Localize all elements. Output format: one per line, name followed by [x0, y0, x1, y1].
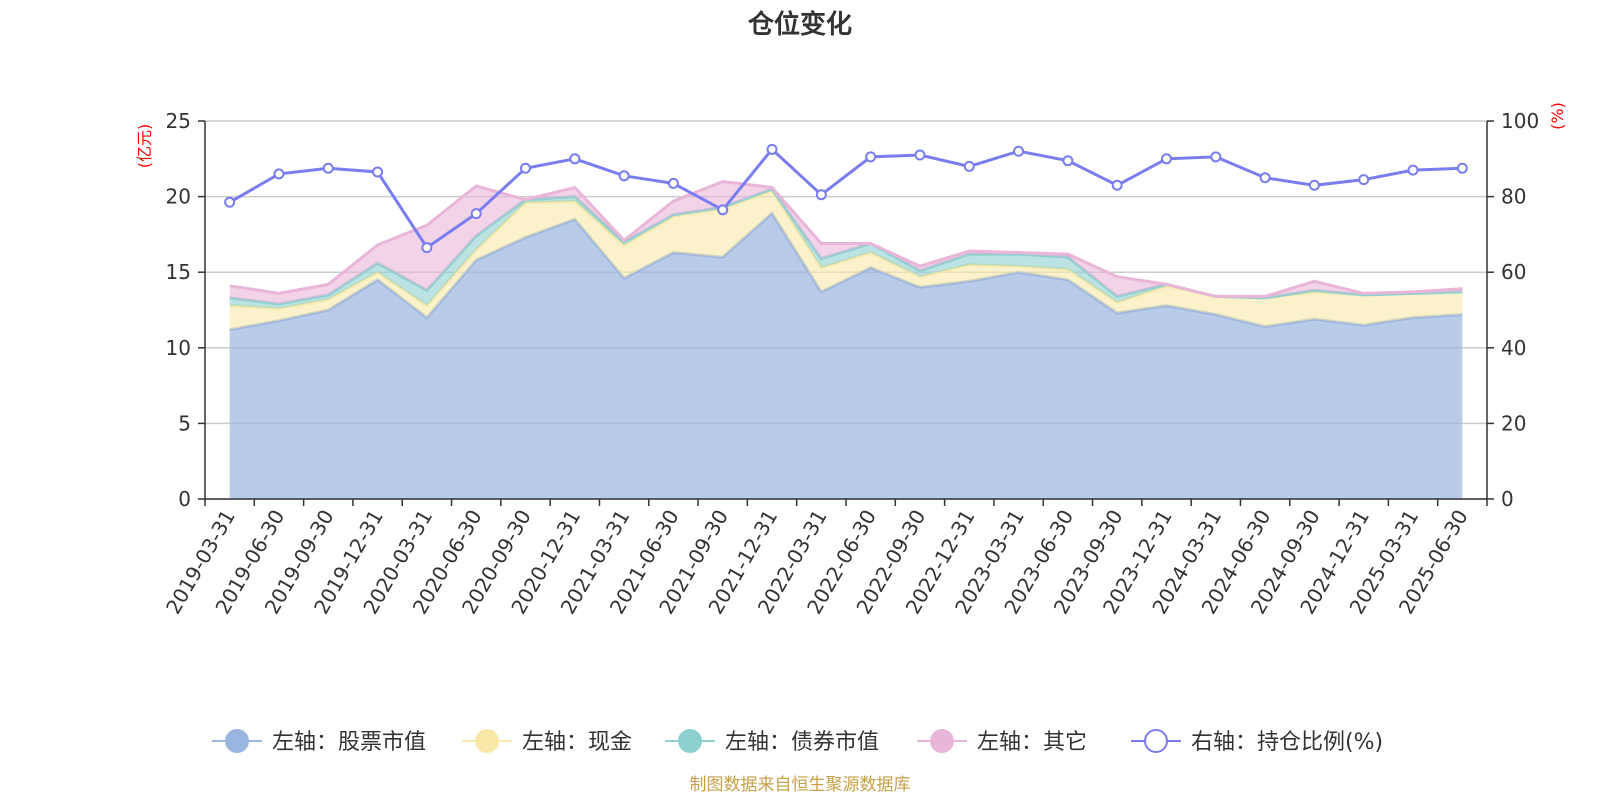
- legend-marker: [930, 729, 954, 753]
- ratio-point: [569, 153, 581, 165]
- ratio-point: [1062, 155, 1074, 167]
- legend-label: 左轴：债券市值: [725, 730, 879, 755]
- ratio-point: [372, 166, 384, 178]
- right-tick-label: 80: [1501, 185, 1526, 209]
- legend-label: 左轴：现金: [522, 730, 632, 755]
- ratio-point: [470, 208, 482, 220]
- legend-marker: [225, 729, 249, 753]
- ratio-point: [1407, 164, 1419, 176]
- left-tick-label: 15: [166, 260, 191, 284]
- ratio-point: [667, 177, 679, 189]
- ratio-point: [1259, 172, 1271, 184]
- ratio-point: [520, 162, 531, 174]
- chart-title: 仓位变化: [747, 9, 852, 40]
- ratio-point: [273, 168, 285, 180]
- ratio-point: [914, 149, 926, 161]
- axes: 0 5 10 15 20 25 0 20 40 60 80 100: [166, 109, 1540, 511]
- ratio-point: [815, 189, 827, 201]
- right-tick-label: 100: [1501, 109, 1539, 133]
- legend-label: 左轴：股票市值: [272, 730, 426, 755]
- right-tick-label: 60: [1501, 260, 1526, 284]
- area-3: [229, 189, 1463, 309]
- legend-marker: [475, 729, 499, 753]
- ratio-point: [1210, 151, 1222, 163]
- ratio-point: [1013, 145, 1025, 157]
- right-tick-label: 40: [1501, 336, 1526, 360]
- ratio-point: [1308, 179, 1320, 191]
- ratio-line: [228, 147, 1463, 250]
- left-tick-label: 5: [178, 411, 191, 435]
- left-axis-unit: (亿元): [135, 124, 154, 169]
- ratio-point: [224, 196, 236, 208]
- source-note: 制图数据来自恒生聚源数据库: [690, 775, 911, 795]
- area-1: [229, 213, 1463, 499]
- ratio-point: [1358, 174, 1370, 186]
- area-4: [229, 181, 1463, 304]
- right-tick-label: 20: [1501, 411, 1526, 435]
- ratio-point: [1456, 162, 1468, 174]
- left-tick-label: 20: [166, 185, 191, 209]
- left-tick-label: 10: [166, 336, 191, 360]
- ratio-point: [963, 160, 975, 172]
- legend-label: 右轴：持仓比例(%): [1191, 730, 1383, 755]
- left-tick-label: 25: [166, 109, 191, 133]
- ratio-point: [618, 170, 630, 182]
- area-edge-4: [229, 179, 1463, 298]
- legend-marker: [678, 729, 702, 753]
- legend: 左轴：股票市值 左轴：现金 左轴：债券市值 左轴：其它 右轴：持仓比例(%): [212, 729, 1383, 755]
- ratio-line-series: [224, 143, 1468, 254]
- area-series: [229, 179, 1463, 499]
- ratio-point: [421, 242, 433, 254]
- legend-marker: [1144, 729, 1168, 753]
- x-axis-labels: 2019-03-312019-06-302019-09-302019-12-31…: [161, 506, 1473, 619]
- ratio-point: [865, 151, 877, 163]
- ratio-point: [717, 204, 729, 216]
- ratio-point: [322, 162, 334, 174]
- ratio-point: [1161, 153, 1172, 165]
- legend-label: 左轴：其它: [977, 730, 1087, 755]
- right-axis-unit: (%): [1548, 102, 1567, 130]
- left-tick-label: 0: [178, 487, 191, 511]
- right-tick-label: 0: [1501, 487, 1514, 511]
- ratio-point: [766, 143, 778, 155]
- ratio-point: [1111, 179, 1123, 191]
